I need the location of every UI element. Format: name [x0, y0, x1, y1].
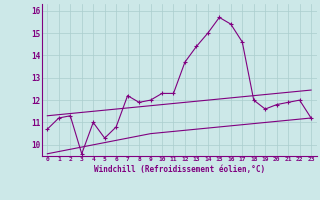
X-axis label: Windchill (Refroidissement éolien,°C): Windchill (Refroidissement éolien,°C) [94, 165, 265, 174]
